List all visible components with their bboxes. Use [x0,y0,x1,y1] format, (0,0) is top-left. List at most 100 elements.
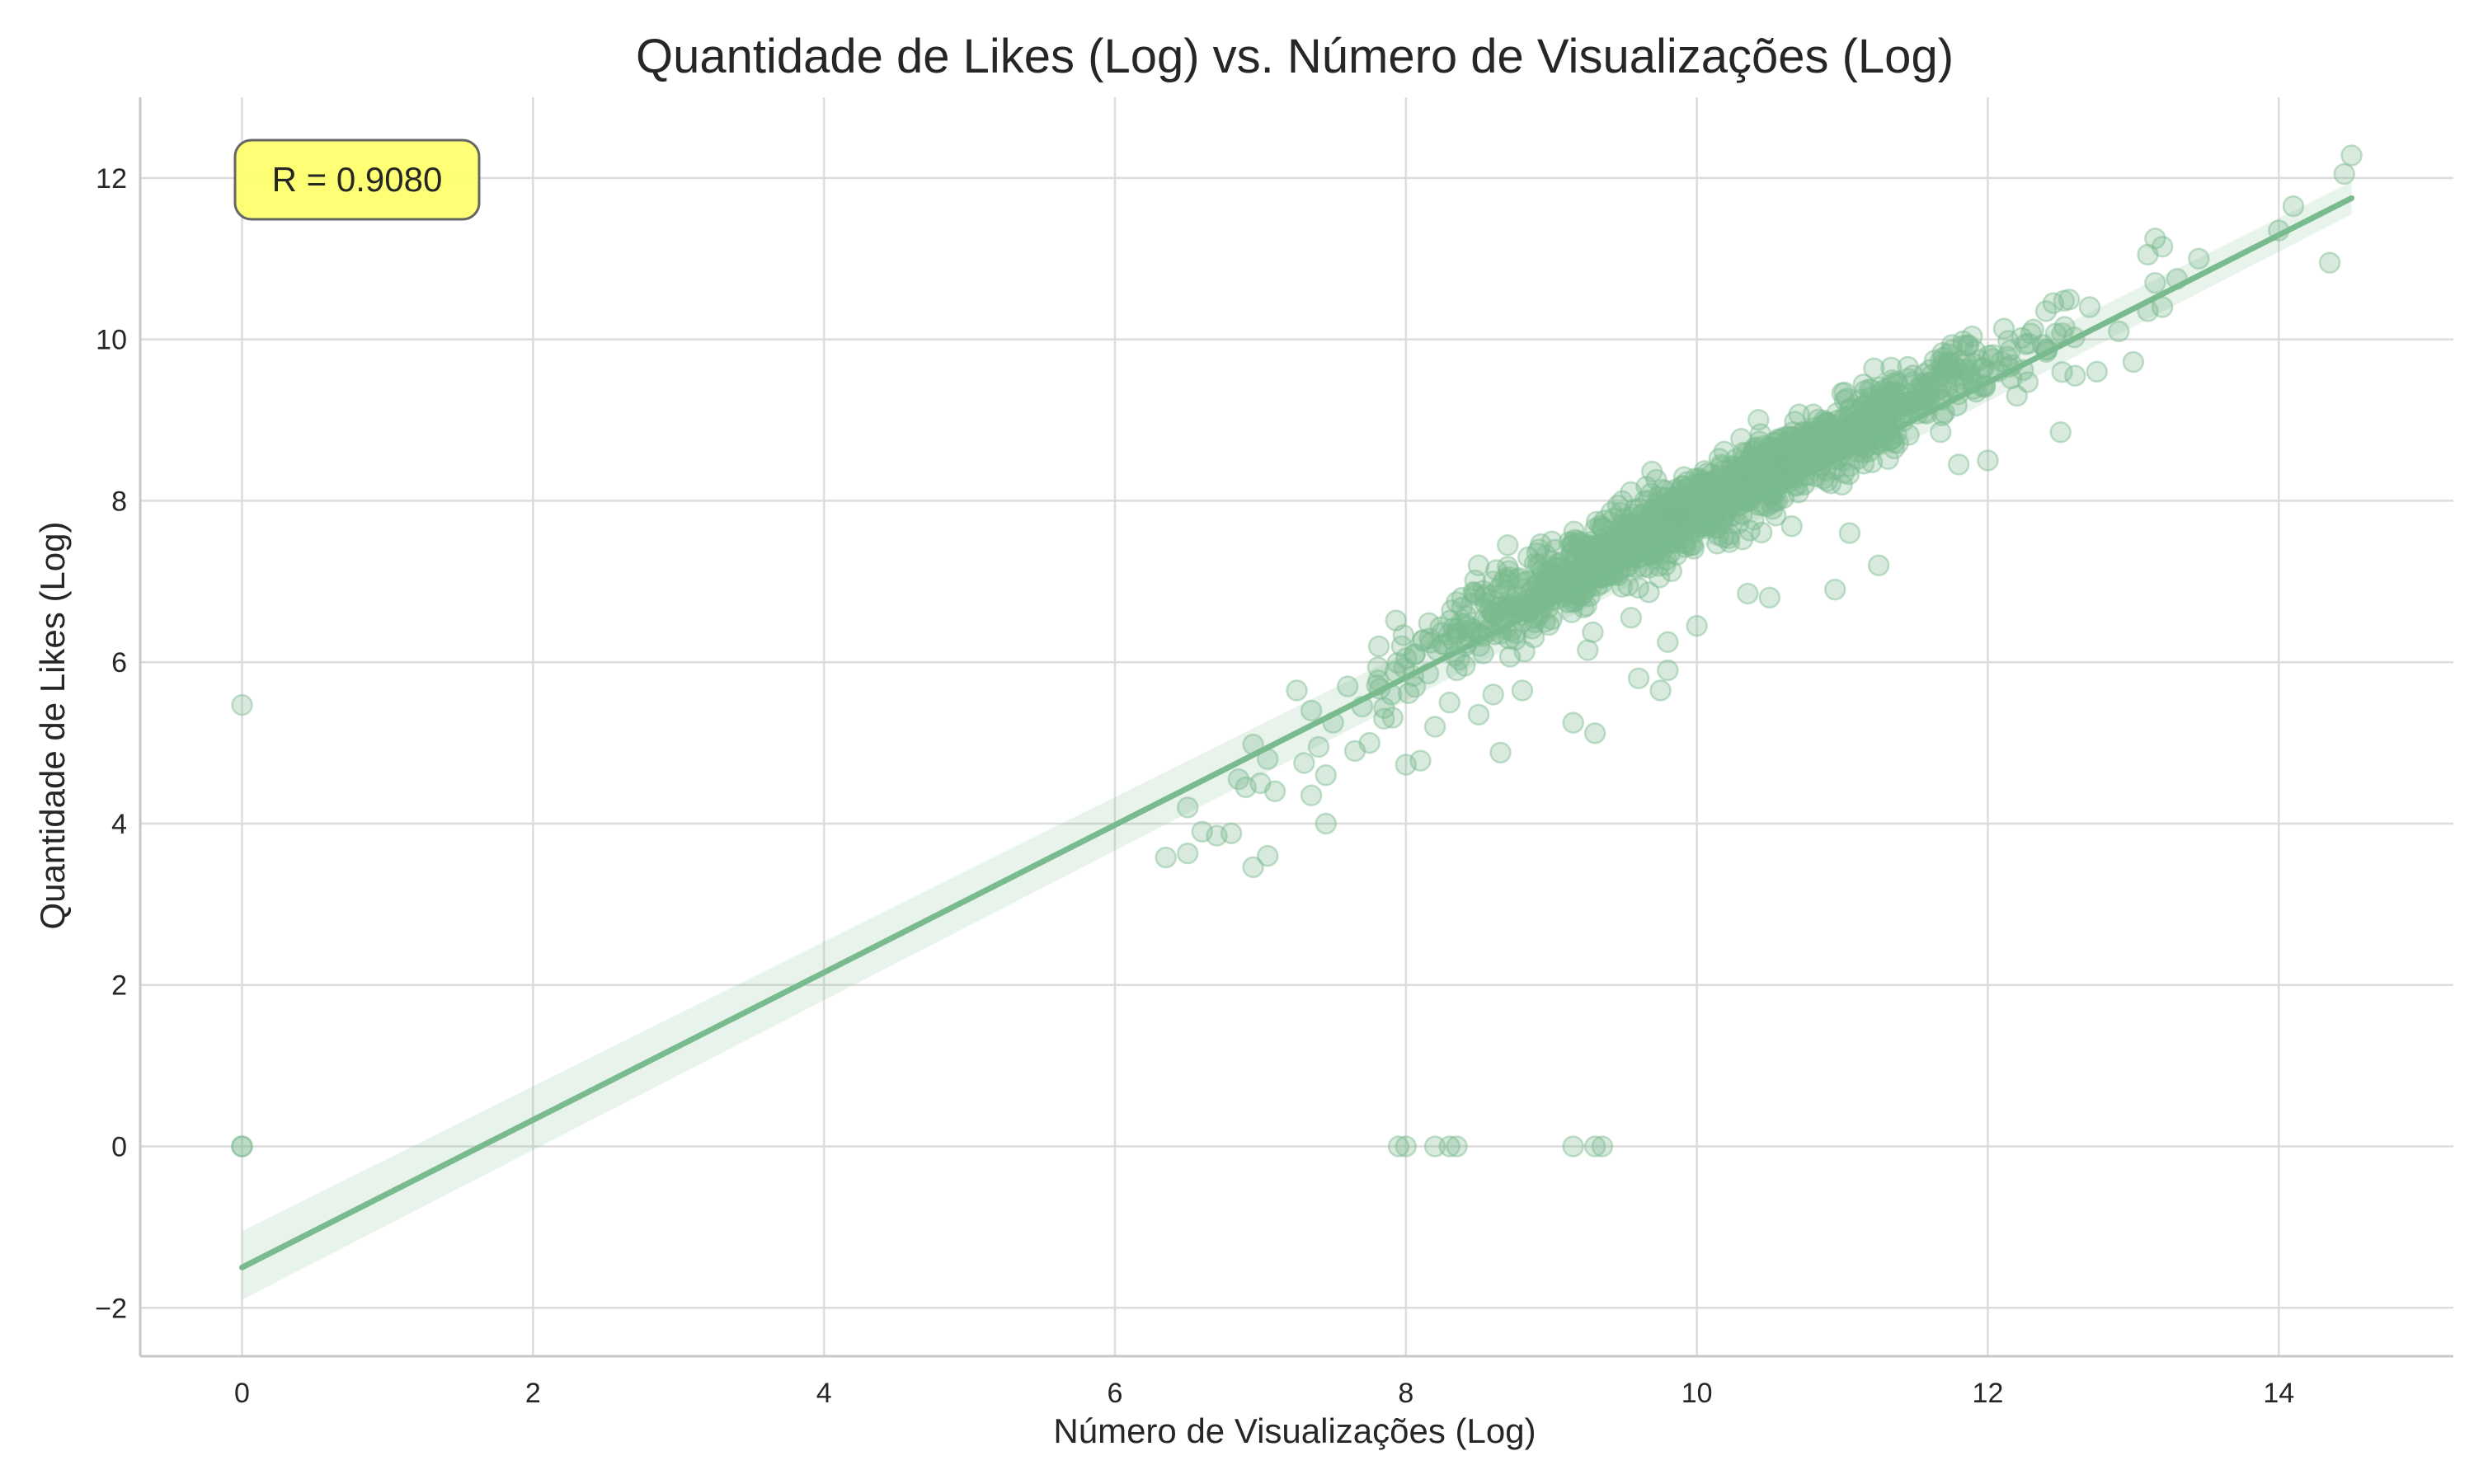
data-point [1954,351,1978,373]
data-point [1719,472,1742,495]
data-point [1608,524,1630,547]
data-point [1931,364,1953,387]
data-point [1880,404,1903,426]
data-point [1489,595,1511,618]
data-point [1750,456,1773,479]
data-point [2122,350,2145,373]
data-point [1779,433,1801,455]
data-point [1827,430,1850,453]
data-point [1808,444,1830,466]
data-point [1649,679,1672,702]
data-point [1679,475,1701,497]
data-point [1730,457,1752,479]
data-point [1573,552,1596,575]
data-point [1550,556,1573,579]
data-point [1926,365,1949,388]
data-point [1611,575,1633,598]
data-point [1803,440,1825,463]
data-point [1780,514,1803,538]
y-tick-label: 10 [96,325,127,356]
data-point [1366,656,1390,679]
data-point [1690,472,1713,495]
data-point [1644,519,1666,541]
data-point [1871,386,1893,409]
data-point [1937,350,1960,373]
data-point [1667,499,1690,521]
data-point [1744,467,1766,490]
data-point [1565,545,1587,567]
data-point [1572,557,1595,580]
data-point [1598,533,1620,556]
data-point [1602,507,1625,530]
data-point [1861,406,1884,428]
data-point [1788,403,1810,425]
data-point [1533,573,1555,595]
data-point [1672,466,1696,488]
data-point [1647,512,1670,534]
data-point [1809,416,1832,439]
data-point [1919,372,1942,395]
data-point [1845,411,1868,434]
data-point [1710,469,1732,491]
data-point [1861,415,1884,438]
data-point [1455,604,1478,627]
data-point [1911,373,1933,395]
data-point [1921,364,1944,386]
data-point [1441,599,1463,622]
data-point [1672,510,1696,532]
data-point [1472,580,1494,602]
data-point [1672,503,1695,525]
data-point [1663,494,1685,516]
data-point [1713,477,1735,500]
data-point [1191,820,1214,843]
data-point [1616,514,1639,537]
data-point [1917,387,1940,409]
data-point [1686,614,1708,637]
data-point [1747,474,1770,496]
data-point [1763,452,1785,474]
data-point [1535,544,1557,566]
data-point [1617,574,1639,597]
data-point [1668,490,1691,513]
data-point [1594,533,1616,555]
data-point [1562,1135,1584,1158]
data-point [1714,481,1737,504]
data-point [1300,784,1323,806]
data-point [1792,428,1814,450]
data-point [1227,768,1250,791]
data-point [1872,399,1894,421]
data-point [1404,643,1426,666]
data-point [1867,410,1889,432]
data-point [1818,420,1841,442]
data-point [1176,842,1199,865]
data-point [2020,322,2042,345]
data-point [1875,408,1898,431]
data-point [1844,424,1866,446]
data-point [1773,440,1795,463]
data-point [1888,383,1910,406]
data-point [1945,357,1968,379]
data-point [1446,618,1470,640]
data-point [1765,443,1787,465]
data-point [1242,856,1264,879]
data-point [1743,439,1766,463]
data-point [1618,525,1641,547]
data-point [1902,364,1925,387]
data-point [1727,476,1750,498]
x-tick-label: 14 [2263,1378,2294,1409]
data-point [1503,590,1525,613]
data-point [1307,735,1330,758]
data-point [1743,471,1766,493]
data-point [1771,460,1794,482]
data-point [1794,436,1817,459]
data-point [1932,346,1954,369]
data-point [1829,417,1851,440]
data-point [1797,428,1819,450]
regression-line [238,195,2355,1270]
data-point [231,1135,253,1158]
data-point [1593,550,1616,572]
data-point [1176,796,1199,819]
data-point [1681,506,1704,528]
data-point [1996,345,2018,368]
data-point [1625,529,1647,552]
